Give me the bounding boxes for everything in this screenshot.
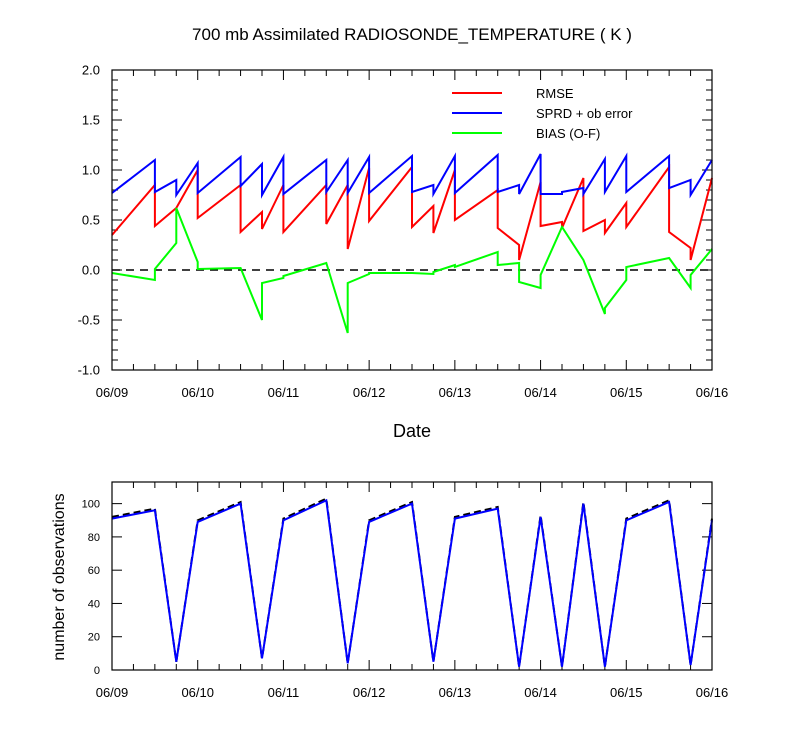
y-tick-label: 1.0 bbox=[82, 163, 100, 178]
x-tick-label: 06/12 bbox=[353, 385, 386, 400]
y-tick-label: 1.5 bbox=[82, 113, 100, 128]
x-tick-label: 06/11 bbox=[268, 685, 300, 700]
legend-label-0: RMSE bbox=[536, 86, 574, 101]
top-panel: 06/09 06/10 06/11 06/12 06/13 06/14 06/15 06/16… bbox=[78, 63, 729, 400]
x-tick-label: 06/16 bbox=[696, 685, 729, 700]
x-tick-label: 06/09 bbox=[96, 685, 129, 700]
y-tick-label: 60 bbox=[88, 565, 100, 577]
x-tick-label: 06/12 bbox=[353, 685, 386, 700]
x-tick-label: 06/10 bbox=[181, 685, 214, 700]
x-tick-label: 06/15 bbox=[610, 685, 643, 700]
top-x-axis-label: Date bbox=[393, 421, 431, 441]
chart-figure: 700 mb Assimilated RADIOSONDE_TEMPERATUR… bbox=[0, 0, 800, 750]
x-tick-label: 06/13 bbox=[439, 385, 472, 400]
y-tick-label: 80 bbox=[88, 532, 100, 544]
y-tick-label: 0 bbox=[94, 665, 100, 677]
y-tick-label: -1.0 bbox=[78, 363, 100, 378]
x-tick-label: 06/14 bbox=[524, 685, 557, 700]
series-line-1 bbox=[112, 500, 712, 666]
x-tick-label: 06/15 bbox=[610, 385, 643, 400]
bottom-panel: 06/09 06/10 06/11 06/12 06/13 06/14 06/15 06/16… bbox=[82, 482, 729, 700]
y-tick-label: 40 bbox=[88, 598, 100, 610]
y-tick-label: 100 bbox=[82, 498, 100, 510]
x-tick-label: 06/10 bbox=[181, 385, 214, 400]
y-tick-label: 20 bbox=[88, 632, 100, 644]
legend-label-1: SPRD + ob error bbox=[536, 106, 633, 121]
x-tick-label: 06/09 bbox=[96, 385, 129, 400]
legend-label-2: BIAS (O-F) bbox=[536, 126, 600, 141]
y-tick-label: 0.5 bbox=[82, 213, 100, 228]
x-tick-label: 06/14 bbox=[524, 385, 557, 400]
y-tick-label: 0.0 bbox=[82, 263, 100, 278]
x-tick-label: 06/11 bbox=[268, 385, 300, 400]
series-line-0 bbox=[112, 499, 712, 667]
legend: RMSE SPRD + ob error BIAS (O-F) bbox=[452, 86, 633, 141]
bottom-y-axis-label: number of observations bbox=[51, 493, 68, 660]
y-tick-label: -0.5 bbox=[78, 313, 100, 328]
x-tick-label: 06/13 bbox=[439, 685, 472, 700]
chart-title: 700 mb Assimilated RADIOSONDE_TEMPERATUR… bbox=[192, 25, 632, 44]
y-tick-label: 2.0 bbox=[82, 63, 100, 78]
series-line-1 bbox=[112, 154, 712, 195]
x-tick-label: 06/16 bbox=[696, 385, 729, 400]
